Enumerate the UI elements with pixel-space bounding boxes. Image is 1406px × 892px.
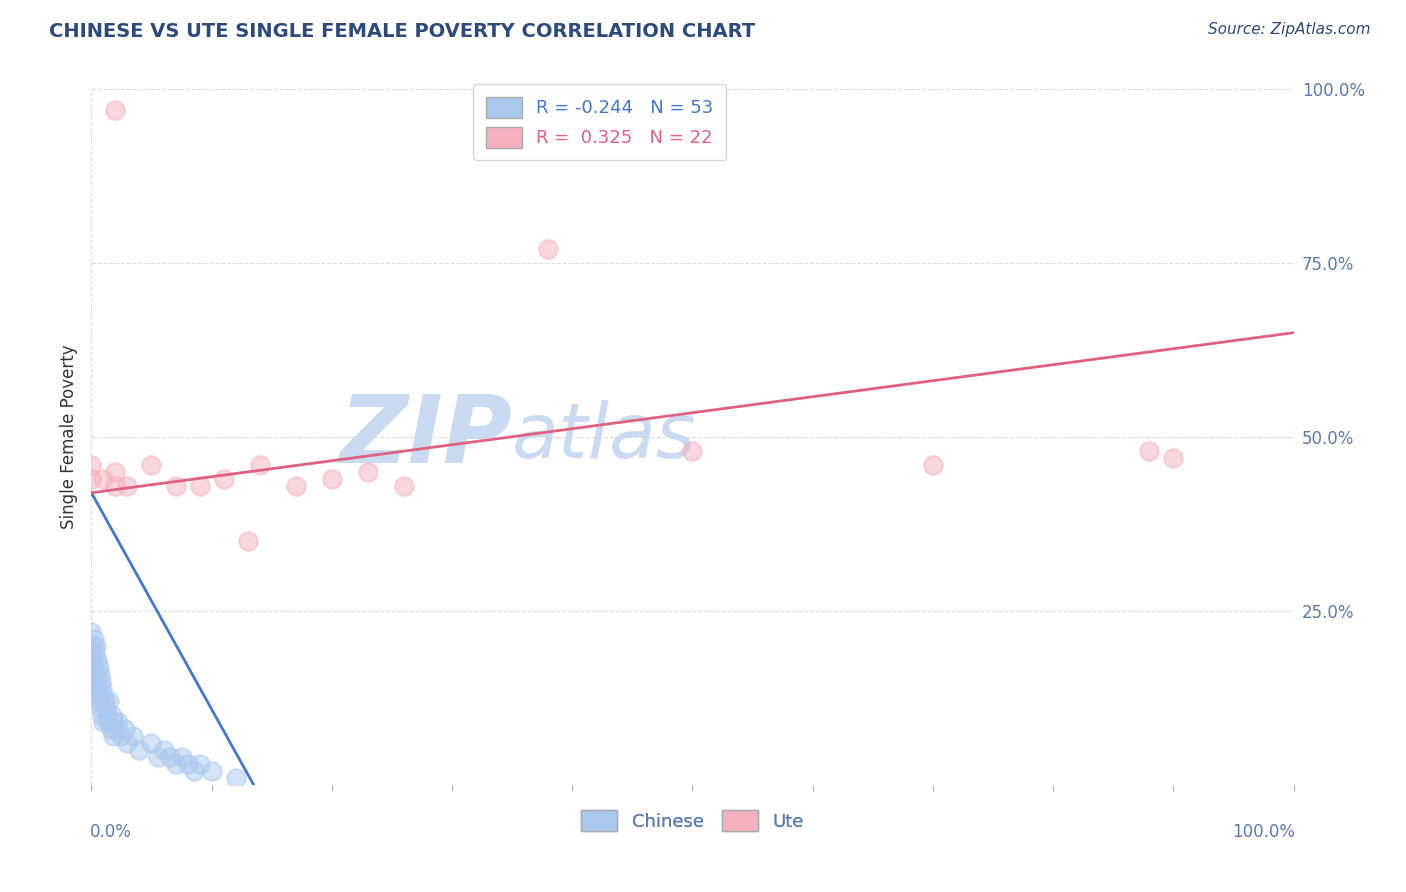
Point [392,479,415,493]
Point [98,694,121,708]
Point [188,479,211,493]
Point [80,472,103,486]
Point [89,666,111,681]
Point [188,757,211,772]
Point [225,771,247,785]
Point [83,659,105,673]
Point [104,103,127,117]
Text: ZIP: ZIP [339,391,512,483]
Point [321,472,343,486]
Y-axis label: Single Female Poverty: Single Female Poverty [59,345,77,529]
Point [141,736,163,750]
Point [80,659,103,673]
Point [84,673,107,688]
Point [82,639,104,653]
Point [122,729,145,743]
Point [152,743,174,757]
Point [91,681,114,695]
Text: Source: ZipAtlas.com: Source: ZipAtlas.com [1208,22,1371,37]
Point [165,757,187,772]
Point [236,534,259,549]
Point [159,750,181,764]
Point [104,479,127,493]
Point [84,646,107,660]
Text: atlas: atlas [512,401,696,474]
Point [249,458,271,472]
Point [165,479,187,493]
Point [141,458,163,472]
Point [91,708,114,723]
Point [97,715,120,730]
Legend: Chinese, Ute: Chinese, Ute [574,804,811,838]
Point [83,681,105,695]
Point [86,681,108,695]
Point [128,743,150,757]
Point [87,688,110,702]
Point [104,723,127,737]
Point [100,723,122,737]
Point [86,653,108,667]
Point [80,624,103,639]
Point [146,750,169,764]
Point [107,715,129,730]
Text: 100.0%: 100.0% [1232,823,1295,841]
Point [1161,450,1184,465]
Point [82,653,104,667]
Point [94,701,117,715]
Point [537,242,560,256]
Point [89,694,111,708]
Point [83,632,105,646]
Point [93,688,115,702]
Point [170,750,193,764]
Point [212,472,235,486]
Point [101,729,124,743]
Point [183,764,205,778]
Point [80,646,103,660]
Point [90,701,112,715]
Point [87,659,110,673]
Point [284,479,307,493]
Point [103,715,125,730]
Point [114,723,136,737]
Text: 0.0%: 0.0% [90,823,132,841]
Point [104,465,127,479]
Point [96,708,118,723]
Point [357,465,380,479]
Point [922,458,945,472]
Point [82,673,104,688]
Point [90,673,112,688]
Point [93,472,115,486]
Point [681,444,703,458]
Point [84,666,107,681]
Point [1137,444,1160,458]
Point [110,729,132,743]
Point [84,688,107,702]
Point [93,694,115,708]
Point [117,479,139,493]
Point [84,639,107,653]
Point [117,736,139,750]
Text: CHINESE VS UTE SINGLE FEMALE POVERTY CORRELATION CHART: CHINESE VS UTE SINGLE FEMALE POVERTY COR… [49,22,755,41]
Point [201,764,224,778]
Point [101,708,124,723]
Point [176,757,198,772]
Point [93,715,115,730]
Point [80,458,103,472]
